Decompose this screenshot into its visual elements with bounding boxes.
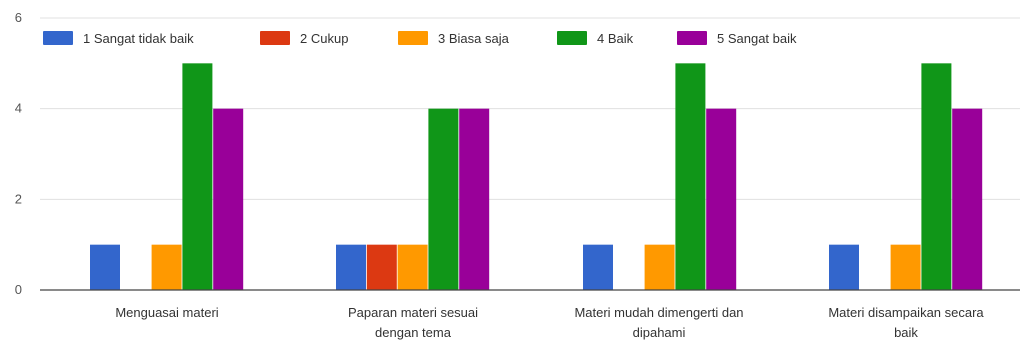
category-labels: Menguasai materi Paparan materi sesuai den…: [115, 305, 984, 340]
bar: [459, 108, 490, 291]
legend-swatch: [260, 31, 290, 45]
bar: [213, 108, 244, 291]
legend: 1 Sangat tidak baik 2 Cukup 3 Biasa saja 4 …: [43, 31, 797, 46]
bar: [583, 244, 613, 290]
bar: [921, 63, 952, 291]
y-tick-label: 2: [15, 191, 22, 206]
legend-swatch: [398, 31, 428, 45]
legend-label: 1 Sangat tidak baik: [83, 31, 194, 46]
bar: [675, 63, 706, 291]
category-label: dipahami: [633, 325, 686, 340]
category-label: dengan tema: [375, 325, 452, 340]
y-tick-label: 0: [15, 282, 22, 297]
legend-label: 2 Cukup: [300, 31, 348, 46]
bar: [397, 244, 428, 290]
bar: [336, 244, 366, 290]
category-label: baik: [894, 325, 918, 340]
bar: [644, 244, 675, 290]
legend-label: 3 Biasa saja: [438, 31, 510, 46]
category-label: Paparan materi sesuai: [348, 305, 478, 320]
legend-label: 4 Baik: [597, 31, 634, 46]
y-tick-label: 4: [15, 101, 22, 116]
y-axis-ticks: 0 2 4 6: [15, 10, 22, 297]
category-label: Materi disampaikan secara: [828, 305, 984, 320]
bar: [428, 108, 459, 291]
bars: [90, 63, 983, 291]
category-label: Menguasai materi: [115, 305, 218, 320]
bar: [90, 244, 120, 290]
bar: [829, 244, 859, 290]
bar: [706, 108, 737, 291]
bar: [182, 63, 213, 291]
legend-swatch: [557, 31, 587, 45]
legend-label: 5 Sangat baik: [717, 31, 797, 46]
legend-swatch: [43, 31, 73, 45]
category-label: Materi mudah dimengerti dan: [574, 305, 743, 320]
y-tick-label: 6: [15, 10, 22, 25]
bar: [890, 244, 921, 290]
bar: [952, 108, 983, 291]
bar: [366, 244, 397, 290]
legend-swatch: [677, 31, 707, 45]
bar: [151, 244, 182, 290]
